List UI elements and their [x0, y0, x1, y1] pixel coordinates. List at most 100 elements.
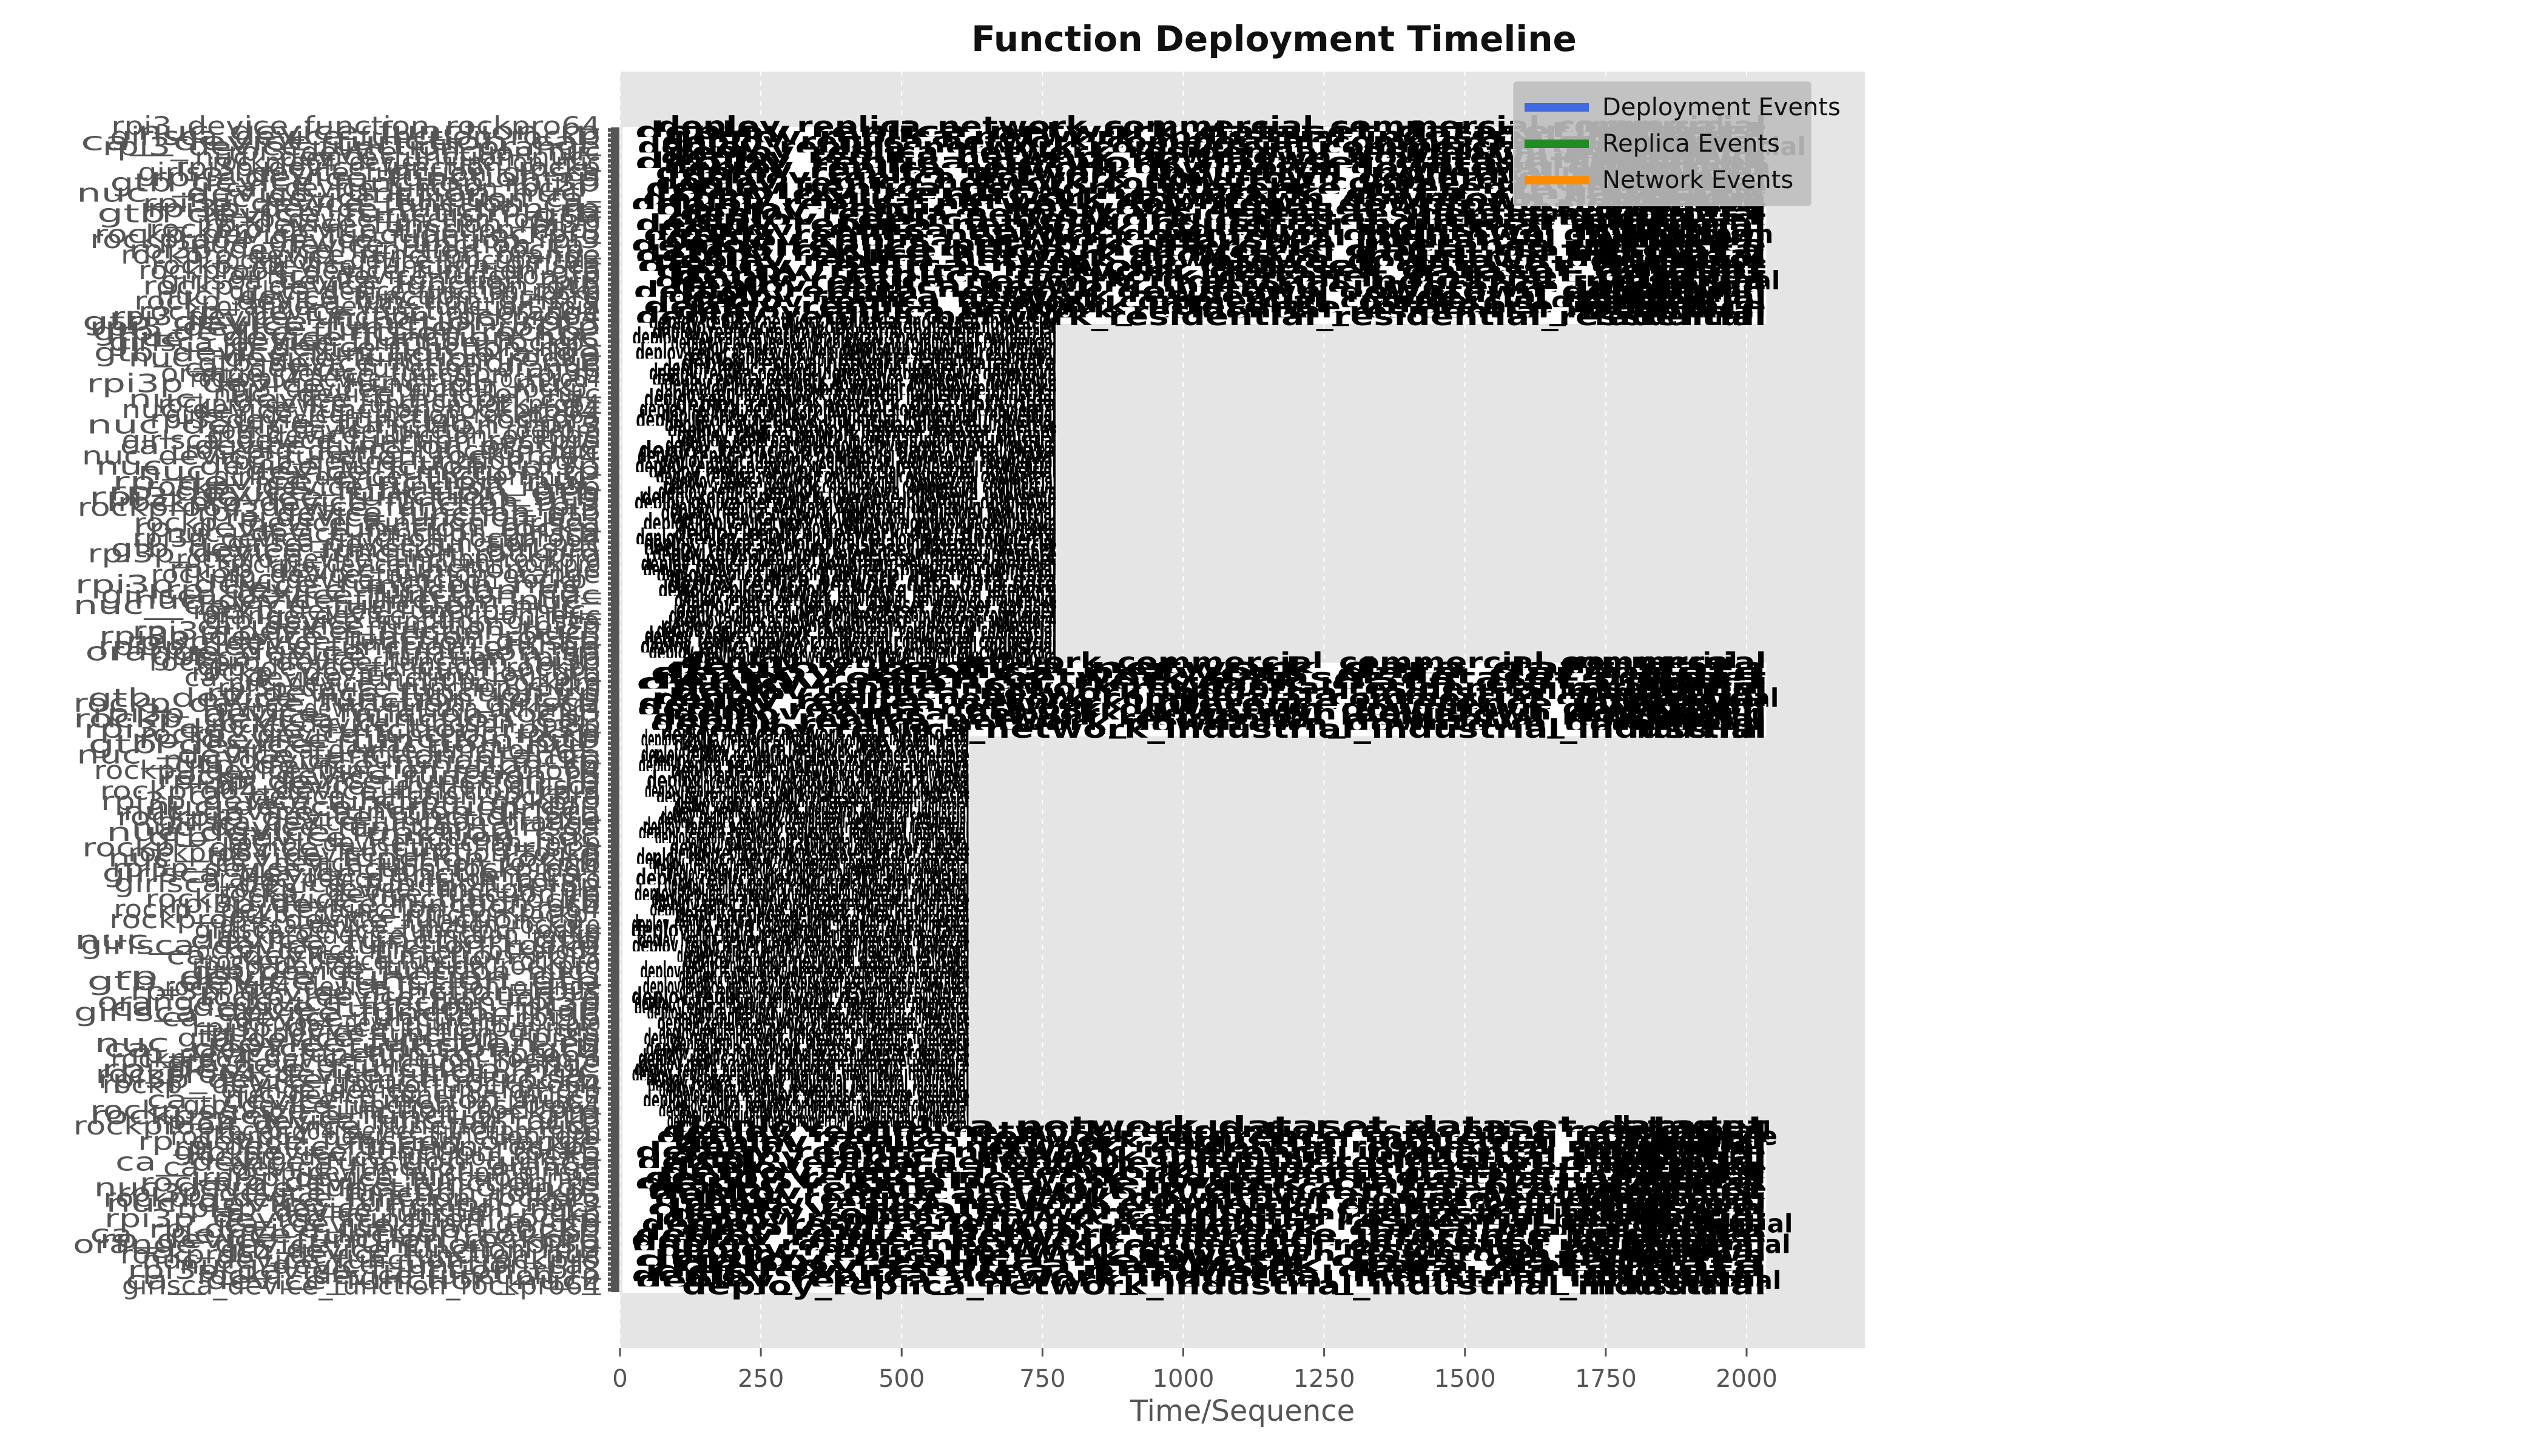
y-tick-label: nuc__device_function_rockp — [108, 843, 601, 872]
y-tick-label: ca__device_function_rpi3 — [166, 941, 601, 971]
y-tick-label: rp_device_function_ca_ — [165, 575, 602, 604]
y-tick-label: ca__device_function_rpi3p — [161, 1003, 601, 1033]
y-tick-label: rockp__device_function_orange — [138, 297, 601, 326]
y-tick-label: rpi3_device_function_rockpro64 — [112, 302, 601, 331]
y-tick-label: rockpro_device_function_rockpro — [207, 946, 601, 976]
y-tick-label: rpi3p_device_function_rp — [147, 194, 601, 223]
y-tick-label: rockpro64_device_function_rockp — [128, 838, 601, 868]
y-tick-label: gtb_device_function_orange — [207, 420, 601, 450]
y-tick-label: rpi3_device_function_gtb — [89, 482, 601, 512]
y-tick-label: nuc__device_function_rp — [138, 456, 601, 486]
y-tick-label: rpi3p_device_function_rpi3 — [127, 1255, 601, 1285]
y-tick-label: nuc_device_function_rockp — [163, 745, 601, 775]
y-tick-label: girlsca_device_function_ca_ — [103, 858, 602, 888]
y-tick-label: nuc_device_function_rockpro64 — [82, 441, 601, 471]
y-tick-label: nuc__device_function_nuc — [213, 379, 601, 409]
y-tick-label: rpi3_device_function_gtb — [197, 497, 601, 527]
y-tick-label: rockp__device_function_rockpro64 — [94, 755, 601, 785]
y-tick-label: rockp__device_function_gtb — [191, 657, 601, 687]
y-tick-label: gtb_device_function_orange — [167, 1049, 601, 1079]
legend-swatch-replica — [1525, 140, 1589, 148]
y-tick-label: rockp_device_function_rockpro — [90, 1096, 601, 1125]
event-annotation: deploy_replica_network_industrial_indust… — [682, 1270, 1766, 1300]
y-tick-label: girlsca_device_function_ca_ — [226, 735, 602, 764]
y-tick-label: gtb_device_function_gtb — [97, 198, 601, 228]
y-tick-label: gtb_device_function_rockp_ — [93, 317, 601, 347]
y-tick-label: ca__device_function_rockp_ — [90, 1219, 601, 1249]
y-tick-label: rockp__device_function_rp — [218, 879, 601, 909]
y-tick-label: orange_device_function_rpi3p — [161, 359, 601, 388]
y-tick-label: rpi3p_device_function_nuc — [201, 1162, 601, 1192]
y-tick-label: rpi3_device_function_rockpro — [150, 405, 601, 434]
y-tick-label: rockp__device_function_girlsca — [133, 508, 601, 538]
y-tick-label: orange_device_function_rockpro — [204, 863, 601, 893]
y-tick-label: nuc_device_function_rockpro — [142, 1245, 601, 1275]
y-tick-label: rockp_device_function_rockpro — [204, 204, 601, 234]
y-tick-label: girlsca_device_function_rpi3p — [152, 642, 601, 672]
y-tick-label: rpi3p_device_function_nuc — [192, 1013, 601, 1043]
x-tick-label: 1500 — [1434, 1365, 1496, 1393]
y-tick-label: rp_device_function_rockpro — [99, 1224, 601, 1254]
y-tick-label: gtb_device_function_girlsca — [212, 1018, 601, 1048]
y-tick-label: rpi3p_device_function_rockp — [104, 1204, 601, 1233]
y-tick-label: rpi3p_device_function_rockp — [99, 621, 601, 651]
y-tick-label: rpi3p_device_function_orange — [98, 632, 601, 661]
y-tick-label: rpi3_device_function_rpi3p — [84, 714, 601, 744]
y-tick-label: gtb_device_function_nuc — [197, 348, 601, 378]
y-tick-label: rockp_device_function_rockpro — [95, 219, 601, 249]
y-tick-label: nuc_device_function_ca_ — [147, 791, 601, 821]
y-tick-label: rockpro_device_function_rpi3 — [118, 487, 601, 517]
y-tick-label: orange_device_function_rpi3p — [97, 987, 601, 1017]
y-tick-label: rockpro64_device_function_orange — [164, 972, 601, 1002]
y-tick-label: rp_device_function_rpi3 — [222, 332, 601, 362]
y-tick-label: rp_device_function_rpi3p — [204, 209, 601, 238]
y-tick-label: gtb_device_function_rockp_ — [197, 652, 601, 682]
y-tick-label: rpi3p_device_function_rockp — [176, 152, 601, 182]
y-tick-label: gtb_device_function_rpi3p — [177, 1023, 601, 1053]
y-tick-label: girlsca_device_function_rockp — [80, 931, 601, 960]
y-tick-label: rockp__device_function_rpi3p — [146, 472, 601, 502]
y-tick-label: rockp_device_function_rpi3p — [211, 709, 601, 738]
y-tick-label: nuc__device_function_ca_ — [179, 1250, 601, 1279]
y-tick-label: rockp__device_function_girlsca — [83, 832, 601, 862]
y-tick-label: girlsca_device_function_rockpro — [122, 425, 601, 455]
y-tick-label: girlsca_device_function_nuc — [227, 528, 601, 558]
y-tick-label: nuc_device_function_rockpro64 — [121, 394, 601, 424]
y-tick-label: rpi3_device_function_rockpro64 — [111, 111, 601, 141]
y-tick-label: ca__device_function_rockp_ — [226, 173, 601, 203]
x-tick-label: 0 — [612, 1365, 627, 1393]
y-tick-label: ca__device_function_orange — [120, 431, 601, 460]
y-tick-label: rockpro_device_function_rockpro — [231, 549, 601, 579]
legend-item-replica: Replica Events — [1525, 126, 1780, 162]
y-tick-label: nuc__device_function_orange — [76, 740, 601, 769]
y-tick-label: rp_device_function_gtb — [114, 962, 601, 991]
chart-title: Function Deployment Timeline — [971, 18, 1577, 59]
y-tick-label: girlsca_device_function_nuc_ — [214, 462, 601, 491]
y-tick-label: nuc__device_function_nuc_ — [73, 590, 601, 620]
y-tick-label: nuc_device_function_rockp_ — [223, 565, 601, 595]
y-tick-label: rpi3p_device_function_rockpro — [192, 951, 601, 981]
legend: Deployment Events Replica Events Network… — [1513, 81, 1841, 206]
y-tick-label: nuc__device_function_nuc_ — [76, 178, 601, 207]
y-tick-label: rockp__device_function_rockpro64 — [103, 1070, 601, 1099]
y-tick-label: rpi3p_device_function_nuc — [169, 554, 601, 584]
y-tick-label: rockp__device_function_rockpro64 — [113, 894, 601, 924]
y-tick-label: orange_device_function_rp — [85, 636, 601, 666]
legend-item-deployment: Deployment Events — [1525, 89, 1841, 126]
y-tick-label: rpi3_device_function_rp — [151, 163, 601, 192]
y-tick-label: rpi3p_device_function_girlsca — [126, 626, 601, 656]
y-tick-label: rockpro_device_function_orange — [151, 559, 601, 589]
y-tick-label: rpi3p_device_function_rockp_ — [129, 235, 601, 265]
legend-label-network: Network Events — [1602, 166, 1794, 194]
y-tick-label: rpi3p_device_function_rockpro64 — [133, 524, 601, 553]
y-tick-label: rpi3p_device_function_rpi3 — [130, 977, 601, 1006]
x-tick-label: 750 — [1019, 1365, 1065, 1393]
y-tick-label: rpi3p_device_function_ca_ — [143, 188, 602, 218]
y-tick-label: gtb_device_function_gtb — [87, 966, 601, 996]
y-tick-label: nuc_device_function_girlsca — [123, 797, 601, 826]
y-tick-label: rp_device_function_gtb — [138, 724, 601, 754]
y-tick-label: nuc_device_function_girlsca — [132, 812, 601, 841]
y-tick-label: girlsca_device_function_rpi3p — [113, 869, 601, 898]
